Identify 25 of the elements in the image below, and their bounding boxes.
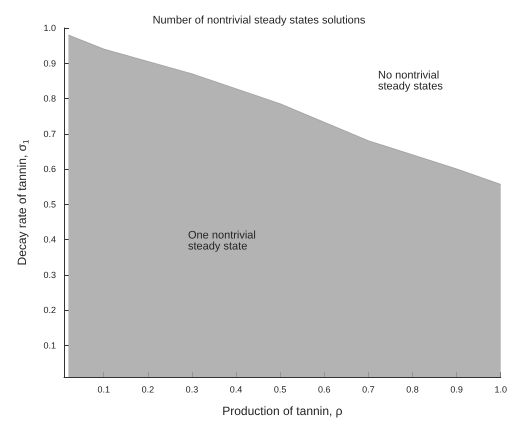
annotation: One nontrivial steady state xyxy=(188,230,256,252)
y-tick-label: 0.4 xyxy=(43,234,56,245)
x-tick-label: 0.1 xyxy=(97,384,110,394)
x-tick-label: 1.0 xyxy=(494,384,507,394)
x-tick-label: 0.9 xyxy=(450,384,463,394)
chart-title: Number of nontrivial steady states solutions xyxy=(152,14,366,26)
x-tick-label: 0.5 xyxy=(274,384,286,394)
y-tick-label: 0.8 xyxy=(43,94,56,104)
y-tick-label: 0.2 xyxy=(43,305,56,316)
y-tick-label: 0.6 xyxy=(43,164,56,174)
x-axis-title: Production of tannin, ρ xyxy=(222,404,343,418)
y-tick-label: 0.3 xyxy=(43,270,56,280)
x-tick-label: 0.4 xyxy=(230,384,242,394)
y-tick-label: 0.9 xyxy=(43,58,56,68)
x-tick-label: 0.2 xyxy=(142,384,154,394)
y-axis-title: Decay rate of tannin, σ1 xyxy=(15,138,30,266)
annotation: No nontrivial steady states xyxy=(378,70,444,92)
y-tick-label: 0.5 xyxy=(43,199,56,210)
y-tick-label: 1.0 xyxy=(43,23,56,33)
x-tick-label: 0.8 xyxy=(406,384,419,394)
x-tick-label: 0.7 xyxy=(362,384,375,394)
y-tick-label: 0.7 xyxy=(43,128,56,139)
x-tick-label: 0.3 xyxy=(186,384,198,394)
x-tick-label: 0.6 xyxy=(318,384,331,394)
y-tick-label: 0.1 xyxy=(43,340,56,350)
